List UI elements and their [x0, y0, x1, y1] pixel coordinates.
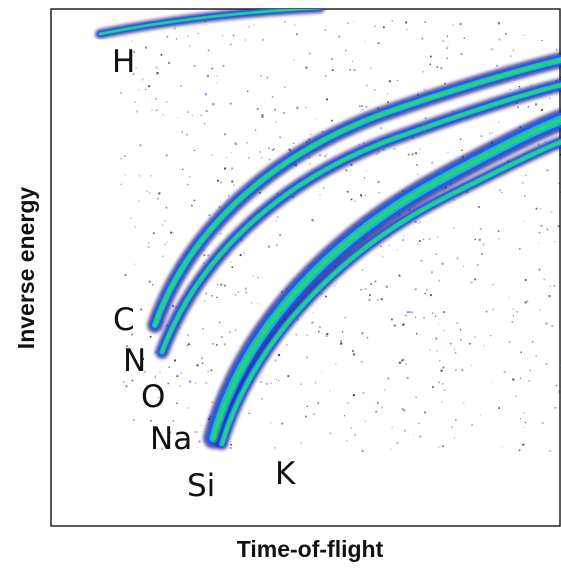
track-n-band-3: [160, 83, 561, 354]
element-label-k: K: [275, 456, 296, 492]
track-h: [95, 9, 325, 39]
tracks-layer: [95, 9, 561, 452]
element-label-o: O: [141, 379, 165, 415]
track-c-band-3: [153, 58, 561, 327]
element-label-c: C: [113, 302, 135, 338]
track-na-band-3: [212, 118, 561, 440]
element-label-na: Na: [150, 421, 192, 457]
y-axis-title: Inverse energy: [13, 187, 39, 350]
track-n: [155, 78, 561, 359]
track-na: [203, 109, 561, 449]
element-label-h: H: [112, 44, 135, 80]
x-axis-title: Time-of-flight: [237, 536, 384, 562]
track-c: [147, 52, 561, 333]
element-label-si: Si: [187, 468, 215, 504]
element-labels: H CNO Na Si K: [112, 44, 296, 504]
track-si-band-3: [220, 140, 561, 446]
track-h-band-3: [99, 9, 316, 35]
element-label-n: N: [123, 343, 146, 379]
track-si: [216, 136, 561, 450]
